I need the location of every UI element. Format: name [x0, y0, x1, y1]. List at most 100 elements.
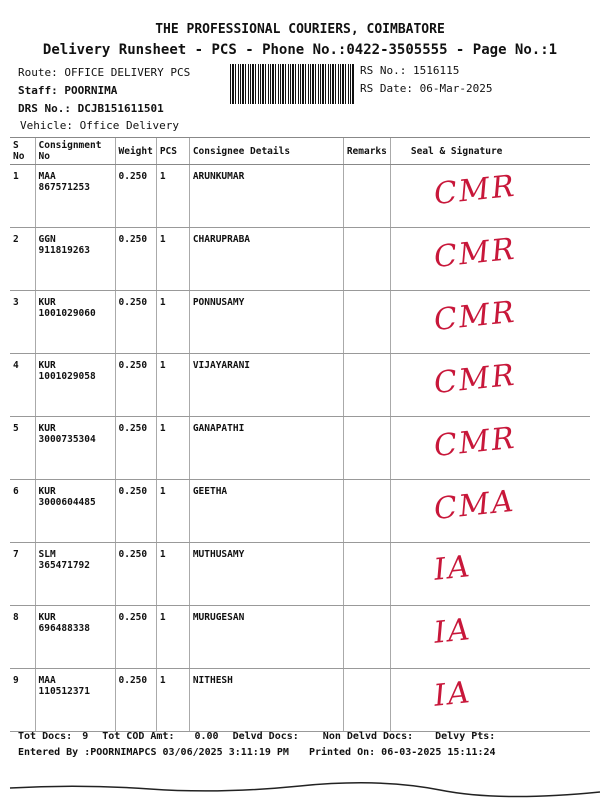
cell-signature: CMR: [389, 164, 590, 228]
col-signature: Seal & Signature: [389, 137, 590, 165]
company-title: THE PROFESSIONAL COURIERS, COIMBATORE: [155, 22, 445, 37]
cell-signature: CMR: [389, 290, 590, 354]
cell-consignment: KUR 3000604485: [34, 479, 115, 543]
cell-consignee: NITHESH: [188, 668, 344, 732]
handwritten-signature: CMR: [432, 294, 518, 339]
handwritten-signature: IA: [432, 549, 474, 588]
cell-sno: 1: [10, 164, 35, 228]
cell-sno: 2: [10, 227, 35, 291]
cell-signature: IA: [389, 605, 590, 669]
cell-remarks: [342, 542, 391, 606]
cell-weight: 0.250: [114, 416, 157, 480]
staff: Staff: POORNIMA: [18, 84, 118, 97]
tot-cod-label: Tot COD Amt:: [102, 731, 175, 742]
delvy-pts-label: Delvy Pts:: [435, 731, 496, 742]
cell-consignment: KUR 3000735304: [34, 416, 115, 480]
cell-sno: 6: [10, 479, 35, 543]
handwritten-signature: CMR: [432, 168, 518, 213]
cell-pcs: 1: [155, 164, 190, 228]
cell-weight: 0.250: [114, 164, 157, 228]
table-row: 9 MAA 110512371 0.250 1 NITHESH IA: [10, 668, 590, 732]
tot-cod: 0.00: [194, 731, 219, 742]
handwritten-signature: CMR: [432, 420, 518, 465]
torn-paper-edge: [9, 782, 600, 798]
table-row: 4 KUR 1001029058 0.250 1 VIJAYARANI CMR: [10, 353, 590, 417]
cell-pcs: 1: [155, 353, 190, 417]
non-delvd-label: Non Delvd Docs:: [322, 731, 414, 742]
handwritten-signature: IA: [432, 612, 474, 651]
cell-consignment: KUR 1001029058: [34, 353, 115, 417]
entered-by: Entered By :POORNIMAPCS 03/06/2025 3:11:…: [18, 747, 289, 758]
cell-remarks: [342, 353, 391, 417]
table-row: 1 MAA 867571253 0.250 1 ARUNKUMAR CMR: [10, 164, 590, 228]
cell-consignment: MAA 110512371: [34, 668, 115, 732]
cell-weight: 0.250: [114, 479, 157, 543]
runsheet-table: S No Consignment No Weight PCS Consignee…: [10, 137, 590, 732]
cell-consignee: MURUGESAN: [188, 605, 344, 669]
cell-sno: 5: [10, 416, 35, 480]
cell-sno: 7: [10, 542, 35, 606]
cell-signature: CMR: [389, 227, 590, 291]
cell-signature: CMR: [389, 416, 590, 480]
cell-sno: 3: [10, 290, 35, 354]
route: Route: OFFICE DELIVERY PCS: [18, 66, 191, 79]
cell-remarks: [342, 164, 391, 228]
handwritten-signature: CMR: [432, 231, 518, 276]
col-consignee: Consignee Details: [188, 137, 344, 165]
delvd-docs-label: Delvd Docs:: [232, 731, 299, 742]
cell-pcs: 1: [155, 227, 190, 291]
rs-date: RS Date: 06-Mar-2025: [360, 82, 493, 95]
cell-remarks: [342, 668, 391, 732]
cell-consignment: MAA 867571253: [34, 164, 115, 228]
cell-consignment: GGN 911819263: [34, 227, 115, 291]
tot-docs-label: Tot Docs:: [18, 731, 73, 742]
cell-remarks: [342, 479, 391, 543]
cell-signature: CMR: [389, 353, 590, 417]
table-header: S No Consignment No Weight PCS Consignee…: [10, 137, 590, 165]
cell-remarks: [342, 290, 391, 354]
print-info: Entered By :POORNIMAPCS 03/06/2025 3:11:…: [18, 747, 510, 758]
cell-remarks: [342, 416, 391, 480]
cell-consignment: KUR 696488338: [34, 605, 115, 669]
cell-remarks: [342, 227, 391, 291]
col-remarks: Remarks: [342, 137, 391, 165]
rs-number: RS No.: 1516115: [360, 64, 460, 77]
table-row: 8 KUR 696488338 0.250 1 MURUGESAN IA: [10, 605, 590, 669]
cell-pcs: 1: [155, 416, 190, 480]
totals-line: Tot Docs: 9 Tot COD Amt: 0.00 Delvd Docs: Non…: [18, 731, 509, 742]
cell-pcs: 1: [155, 605, 190, 669]
cell-consignee: ARUNKUMAR: [188, 164, 344, 228]
cell-consignment: KUR 1001029060: [34, 290, 115, 354]
runsheet-subtitle: Delivery Runsheet - PCS - Phone No.:0422…: [42, 42, 558, 58]
table-row: 5 KUR 3000735304 0.250 1 GANAPATHI CMR: [10, 416, 590, 480]
cell-remarks: [342, 605, 391, 669]
cell-consignment: SLM 365471792: [34, 542, 115, 606]
handwritten-signature: CMA: [432, 483, 517, 528]
cell-consignee: GEETHA: [188, 479, 344, 543]
table-row: 3 KUR 1001029060 0.250 1 PONNUSAMY CMR: [10, 290, 590, 354]
cell-consignee: PONNUSAMY: [188, 290, 344, 354]
cell-consignee: MUTHUSAMY: [188, 542, 344, 606]
cell-weight: 0.250: [114, 227, 157, 291]
cell-consignee: VIJAYARANI: [188, 353, 344, 417]
table-row: 6 KUR 3000604485 0.250 1 GEETHA CMA: [10, 479, 590, 543]
col-weight: Weight: [114, 137, 157, 165]
cell-weight: 0.250: [114, 290, 157, 354]
cell-weight: 0.250: [114, 353, 157, 417]
handwritten-signature: CMR: [432, 357, 518, 402]
tot-docs: 9: [82, 731, 89, 742]
drs-number: DRS No.: DCJB151611501: [18, 102, 164, 115]
table-row: 2 GGN 911819263 0.250 1 CHARUPRABA CMR: [10, 227, 590, 291]
col-consignment: Consignment No: [34, 137, 115, 165]
cell-consignee: CHARUPRABA: [188, 227, 344, 291]
cell-sno: 9: [10, 668, 35, 732]
barcode: [230, 64, 355, 104]
cell-signature: CMA: [389, 479, 590, 543]
handwritten-signature: IA: [432, 675, 474, 714]
cell-sno: 8: [10, 605, 35, 669]
table-row: 7 SLM 365471792 0.250 1 MUTHUSAMY IA: [10, 542, 590, 606]
cell-signature: IA: [389, 542, 590, 606]
printed-on: Printed On: 06-03-2025 15:11:24: [308, 747, 496, 758]
cell-weight: 0.250: [114, 605, 157, 669]
